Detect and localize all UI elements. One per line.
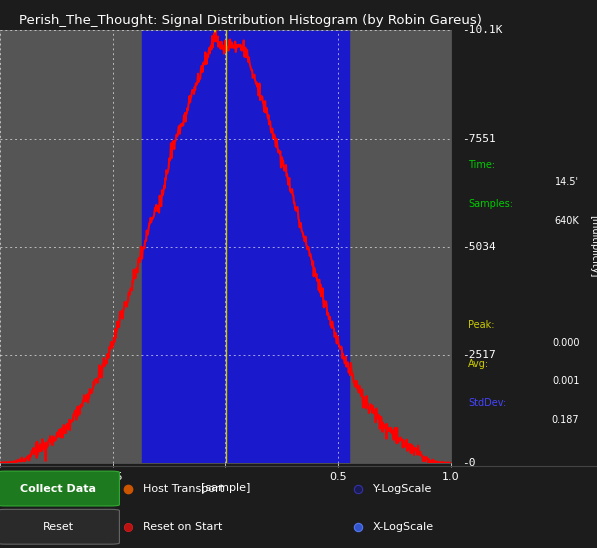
Text: Peak:: Peak: bbox=[468, 320, 495, 330]
Text: -7551: -7551 bbox=[463, 134, 496, 145]
Text: -2517: -2517 bbox=[463, 350, 496, 360]
Text: Host Transport: Host Transport bbox=[143, 483, 224, 494]
Text: 0.187: 0.187 bbox=[552, 415, 580, 425]
Text: 14.5': 14.5' bbox=[555, 178, 580, 187]
X-axis label: [sample]: [sample] bbox=[201, 483, 250, 494]
Text: 0.001: 0.001 bbox=[552, 376, 580, 386]
Text: Perish_The_Thought: Signal Distribution Histogram (by Robin Gareus): Perish_The_Thought: Signal Distribution … bbox=[19, 14, 482, 27]
Text: Collect Data: Collect Data bbox=[20, 483, 96, 494]
Text: -5034: -5034 bbox=[463, 242, 496, 252]
Text: StdDev:: StdDev: bbox=[468, 398, 506, 408]
FancyBboxPatch shape bbox=[0, 471, 119, 506]
Text: 640K: 640K bbox=[555, 216, 580, 226]
Text: Reset: Reset bbox=[42, 522, 74, 532]
Text: [multiplicity]: [multiplicity] bbox=[589, 215, 597, 278]
Text: Y-LogScale: Y-LogScale bbox=[373, 483, 432, 494]
Text: 0.000: 0.000 bbox=[552, 338, 580, 347]
Text: X-LogScale: X-LogScale bbox=[373, 522, 434, 532]
Text: Time:: Time: bbox=[468, 160, 496, 170]
Text: -10.1K: -10.1K bbox=[463, 25, 503, 35]
Bar bbox=[142, 30, 349, 463]
Text: Reset on Start: Reset on Start bbox=[143, 522, 223, 532]
Text: -0: -0 bbox=[463, 458, 476, 468]
FancyBboxPatch shape bbox=[0, 509, 119, 544]
Text: Samples:: Samples: bbox=[468, 199, 513, 209]
Text: Avg:: Avg: bbox=[468, 359, 490, 369]
